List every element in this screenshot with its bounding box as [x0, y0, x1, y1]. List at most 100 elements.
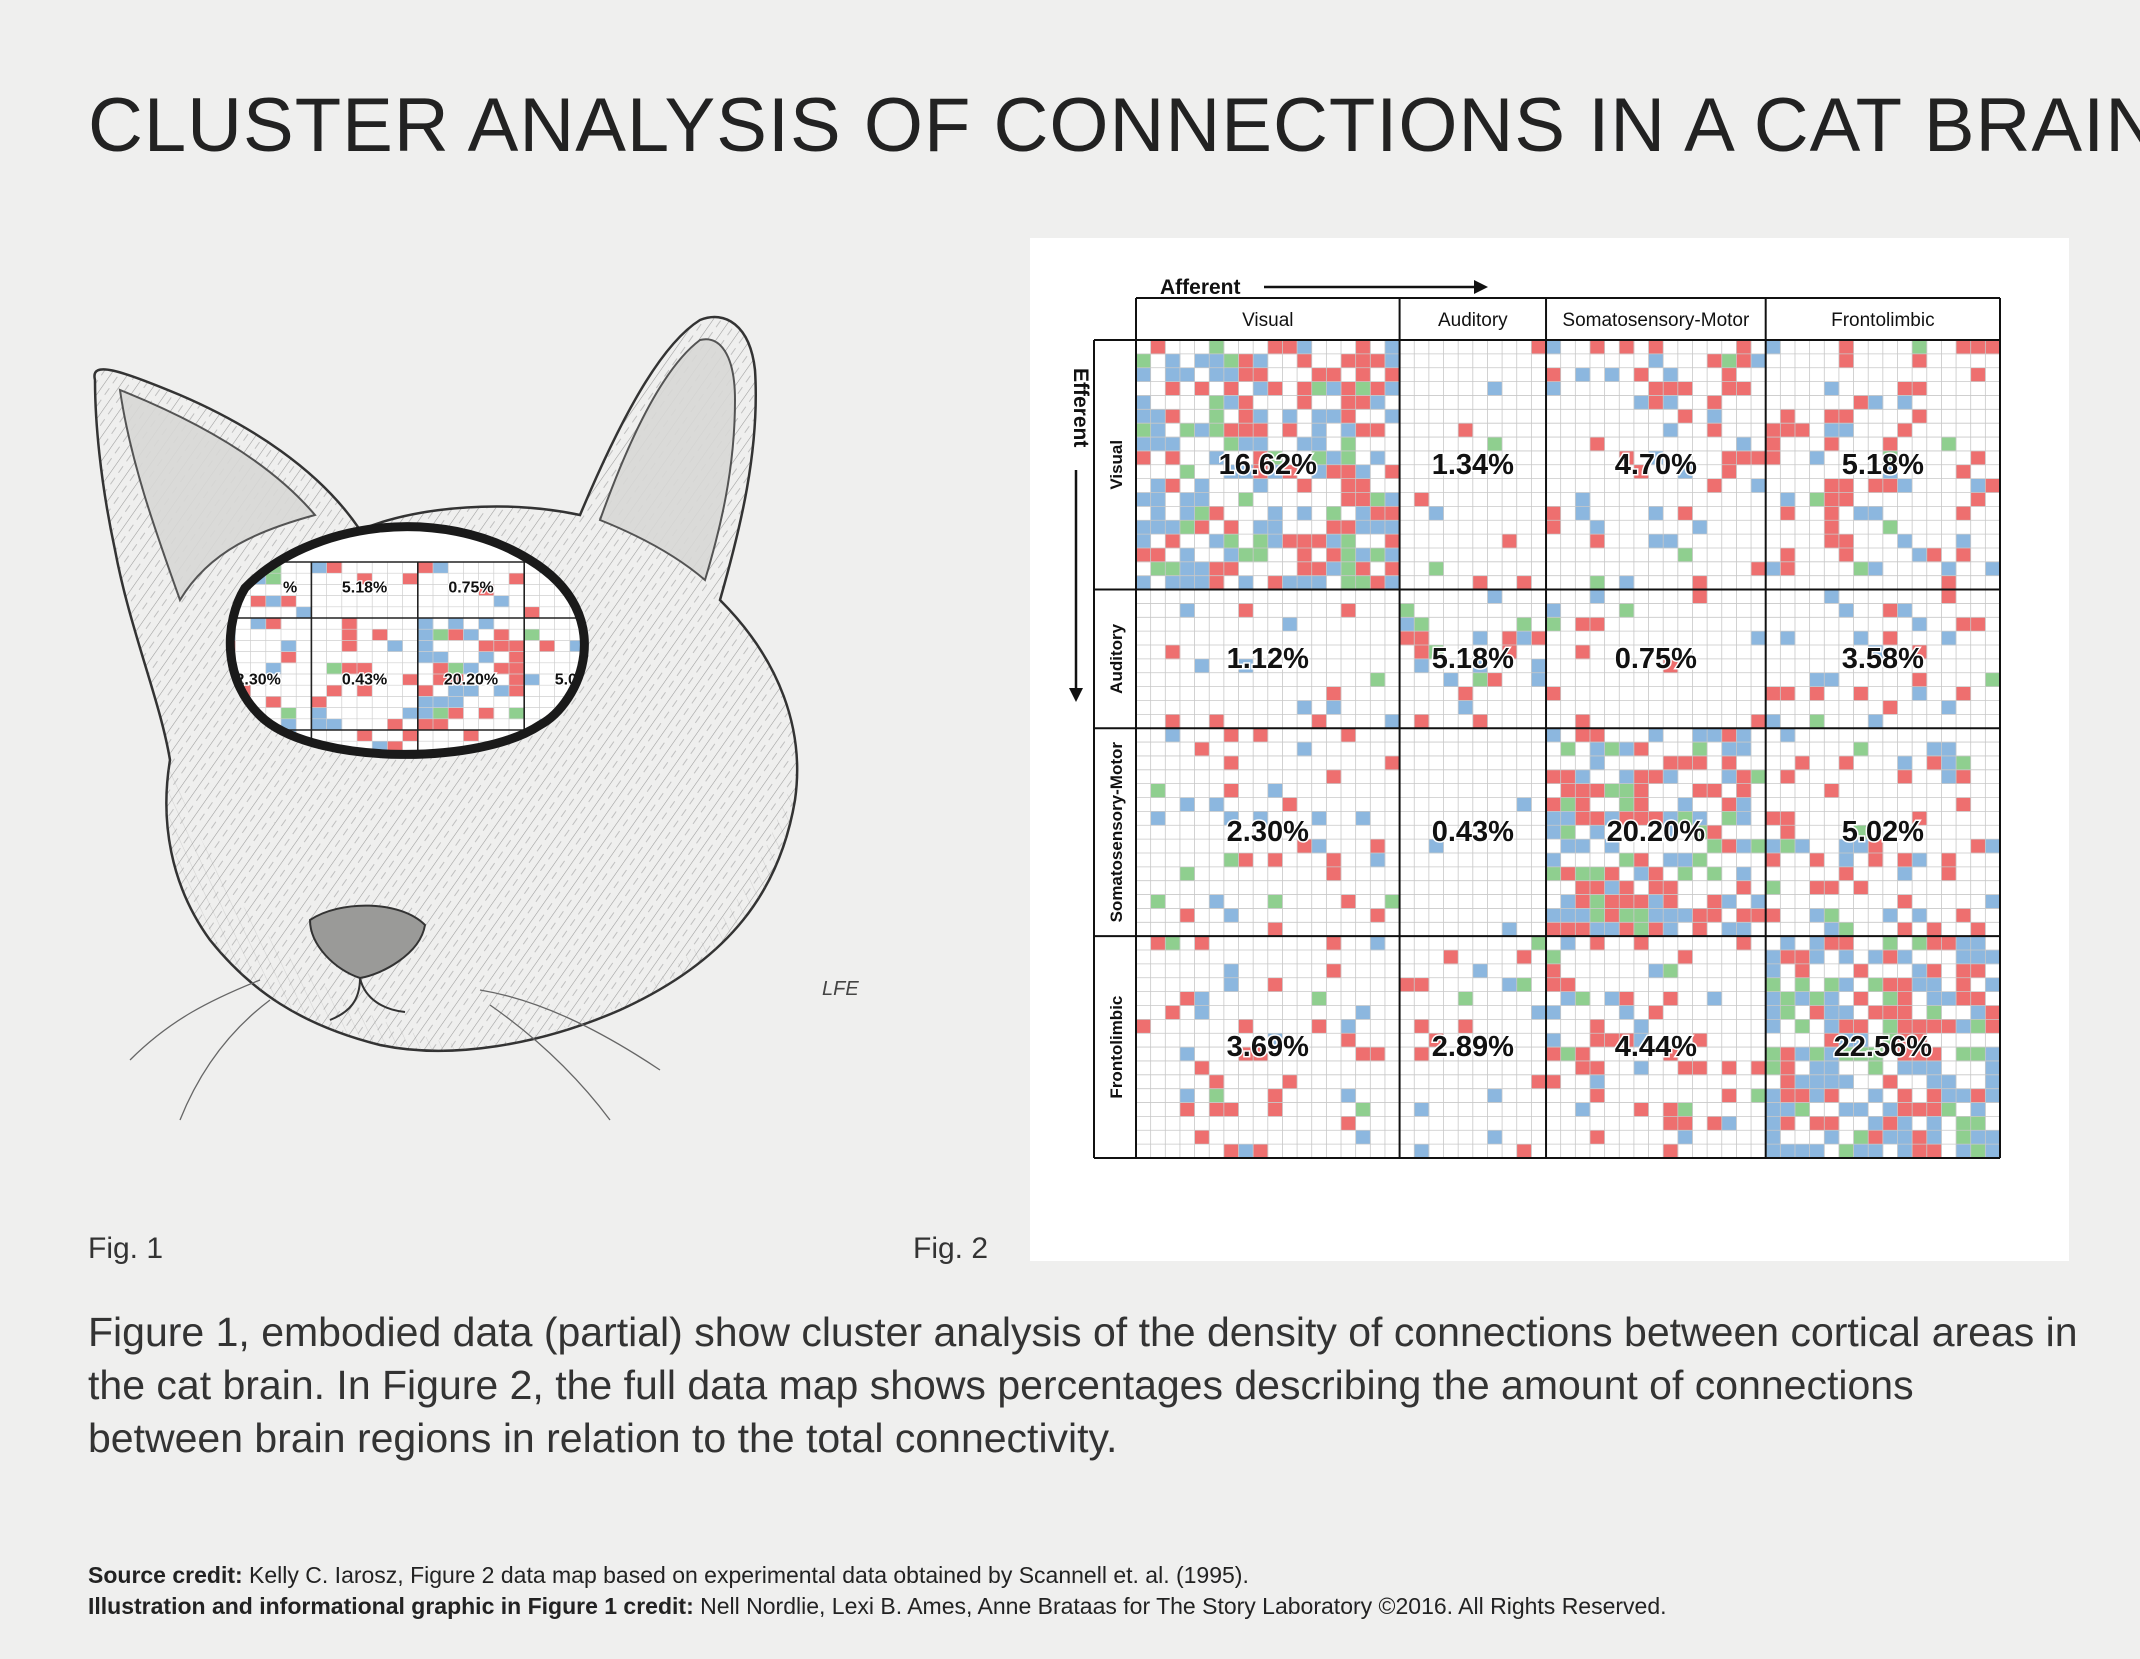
- matrix-cell: [1384, 714, 1400, 729]
- matrix-cell: [1619, 811, 1635, 826]
- matrix-cell: [1223, 381, 1239, 396]
- matrix-cell: [1633, 742, 1649, 757]
- matrix-cell: [1414, 492, 1430, 507]
- matrix-cell: [1648, 381, 1664, 396]
- value-label-r4-c2: 2.89%: [1432, 1031, 1514, 1063]
- matrix-cell: [1751, 1088, 1766, 1103]
- matrix-cell: [1780, 991, 1796, 1006]
- matrix-cell: [1780, 506, 1796, 521]
- matrix-cell: [1794, 423, 1810, 438]
- matrix-cell: [1326, 450, 1342, 466]
- matrix-cell: [1136, 409, 1151, 424]
- fig1-matrix-cell: [326, 562, 343, 574]
- matrix-cell: [1985, 1047, 2001, 1062]
- matrix-cell: [1589, 1074, 1605, 1089]
- fig1-matrix-cell: [250, 595, 267, 608]
- matrix-cell: [1399, 603, 1415, 618]
- matrix-cell: [1882, 603, 1898, 618]
- matrix-cell: [1267, 520, 1283, 535]
- matrix-cell: [1853, 991, 1869, 1006]
- matrix-cell: [1223, 464, 1239, 479]
- matrix-cell: [1384, 506, 1400, 521]
- matrix-cell: [1663, 658, 1679, 674]
- matrix-cell: [1897, 1060, 1913, 1076]
- matrix-cell: [1970, 963, 1986, 979]
- matrix-cell: [1721, 839, 1737, 854]
- matrix-cell: [1194, 478, 1210, 493]
- fig1-matrix-cell: [493, 595, 510, 608]
- matrix-cell: [1633, 936, 1649, 951]
- matrix-cell: [1560, 783, 1576, 798]
- matrix-cell: [1165, 1005, 1181, 1020]
- matrix-cell: [1136, 367, 1151, 382]
- matrix-cell: [1956, 686, 1972, 701]
- matrix-cell: [1223, 353, 1239, 369]
- matrix-cell: [1692, 755, 1708, 771]
- matrix-cell: [1502, 631, 1518, 646]
- matrix-cell: [1912, 811, 1928, 826]
- matrix-cell: [1179, 1102, 1195, 1117]
- row-header-2: Auditory: [1107, 623, 1126, 693]
- matrix-cell: [1663, 825, 1679, 840]
- matrix-cell: [1692, 520, 1708, 535]
- matrix-cell: [1619, 991, 1635, 1006]
- matrix-cell: [1194, 991, 1210, 1006]
- matrix-cell: [1956, 1144, 1972, 1159]
- column-header-2: Auditory: [1438, 310, 1508, 331]
- matrix-cell: [1414, 617, 1430, 632]
- matrix-cell: [1926, 1005, 1942, 1020]
- matrix-cell: [1912, 1060, 1928, 1076]
- matrix-cell: [1985, 1074, 2001, 1089]
- fig1-matrix-cell: [326, 685, 343, 697]
- matrix-cell: [1956, 464, 1972, 479]
- matrix-cell: [1736, 866, 1752, 882]
- value-label-r2-c3: 0.75%: [1615, 643, 1697, 675]
- matrix-cell: [1209, 534, 1225, 549]
- matrix-cell: [1677, 950, 1693, 965]
- matrix-cell: [1238, 1144, 1254, 1159]
- matrix-cell: [1868, 1060, 1884, 1076]
- matrix-cell: [1838, 423, 1854, 438]
- matrix-cell: [1267, 1088, 1283, 1103]
- matrix-cell: [1780, 811, 1796, 826]
- matrix-cell: [1824, 520, 1840, 535]
- matrix-cell: [1604, 894, 1620, 909]
- matrix-cell: [1765, 991, 1781, 1006]
- figure-caption: Figure 1, embodied data (partial) show c…: [88, 1309, 2078, 1461]
- matrix-cell: [1721, 894, 1737, 909]
- matrix-cell: [1384, 353, 1400, 369]
- matrix-cell: [1633, 894, 1649, 909]
- matrix-cell: [1458, 700, 1474, 715]
- matrix-cell: [1223, 367, 1239, 382]
- matrix-cell: [1589, 1060, 1605, 1076]
- matrix-cell: [1677, 1060, 1693, 1076]
- efferent-axis-label: Efferent: [1069, 368, 1092, 447]
- matrix-cell: [1326, 520, 1342, 535]
- matrix-cell: [1560, 977, 1576, 992]
- matrix-cell: [1311, 561, 1327, 576]
- matrix-cell: [1912, 1144, 1928, 1159]
- matrix-cell: [1765, 1116, 1781, 1131]
- matrix-cell: [1179, 520, 1195, 535]
- matrix-cell: [1751, 714, 1766, 729]
- matrix-cell: [1560, 811, 1576, 826]
- fig1-matrix-cell: [341, 640, 358, 652]
- matrix-cell: [1560, 866, 1576, 882]
- matrix-cell: [1853, 1047, 1869, 1062]
- matrix-cell: [1824, 991, 1840, 1006]
- matrix-cell: [1692, 1060, 1708, 1076]
- matrix-cell: [1150, 811, 1166, 826]
- matrix-cell: [1575, 866, 1591, 882]
- matrix-cell: [1267, 381, 1283, 396]
- matrix-cell: [1912, 908, 1928, 923]
- fig1-value-label: %: [283, 580, 297, 597]
- matrix-cell: [1648, 769, 1664, 784]
- matrix-cell: [1414, 1047, 1430, 1062]
- matrix-cell: [1780, 409, 1796, 424]
- matrix-cell: [1853, 561, 1869, 576]
- matrix-cell: [1341, 1033, 1356, 1048]
- matrix-cell: [1165, 645, 1181, 660]
- matrix-cell: [1897, 423, 1913, 438]
- matrix-cell: [1897, 991, 1913, 1006]
- matrix-cell: [1677, 797, 1693, 812]
